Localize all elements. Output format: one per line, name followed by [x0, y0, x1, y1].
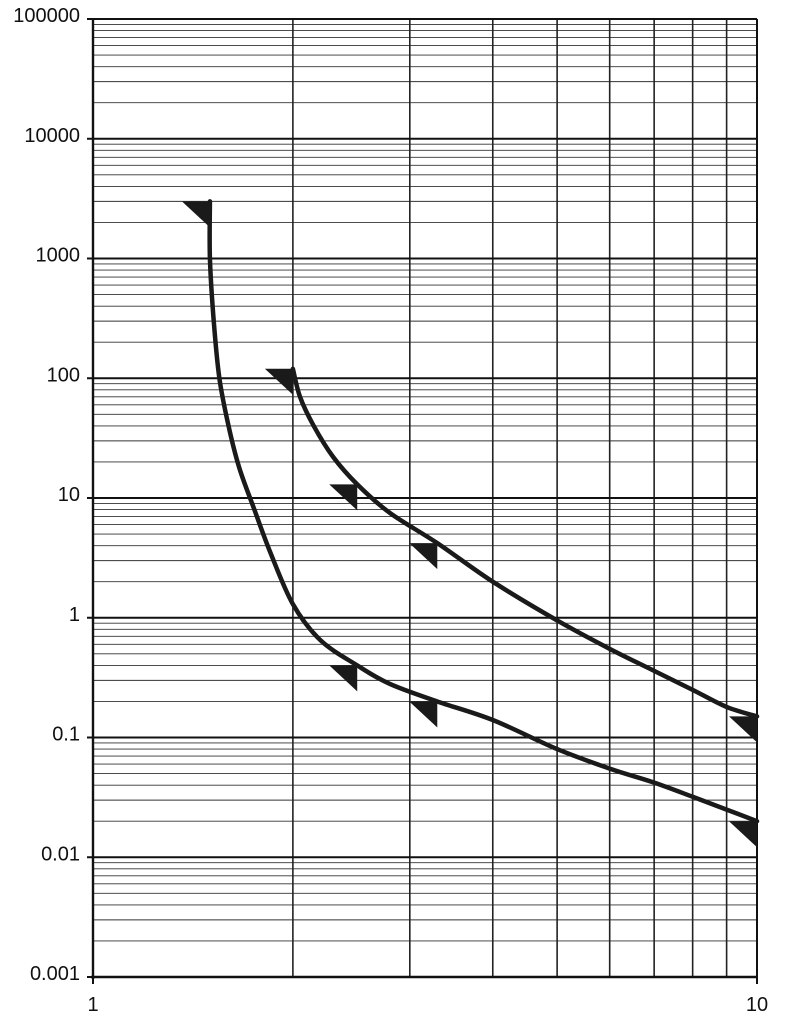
major-gridlines — [93, 18, 757, 978]
data-point-marker — [329, 665, 358, 692]
data-point-marker — [409, 701, 438, 728]
x-tick-label: 1 — [87, 994, 98, 1016]
data-point-marker — [181, 201, 210, 228]
series-curve-2 — [290, 366, 760, 719]
y-tick-label: 1000 — [36, 245, 81, 267]
y-tick-label: 100000 — [13, 5, 80, 27]
y-tick-label: 1 — [69, 604, 80, 626]
data-point-marker — [729, 716, 757, 743]
y-tick-label: 100 — [47, 364, 80, 386]
series-layer — [207, 199, 760, 824]
y-tick-label: 10 — [58, 484, 80, 506]
data-point-marker — [729, 821, 757, 848]
data-point-marker — [264, 368, 293, 395]
tick-labels: 100000 10000 1000 100 10 1 0.1 0.01 0.001 1 10 — [13, 5, 768, 1016]
data-point-marker — [329, 484, 358, 511]
y-tick-label: 0.01 — [41, 843, 80, 865]
markers-layer — [181, 201, 757, 848]
y-tick-label: 0.001 — [30, 963, 80, 985]
minor-gridlines — [93, 24, 757, 942]
axes — [87, 18, 758, 984]
data-point-marker — [409, 543, 438, 570]
y-tick-label: 10000 — [24, 125, 80, 147]
y-tick-label: 0.1 — [52, 724, 80, 746]
x-tick-label: 10 — [746, 994, 768, 1016]
series-curve-1 — [207, 199, 760, 824]
